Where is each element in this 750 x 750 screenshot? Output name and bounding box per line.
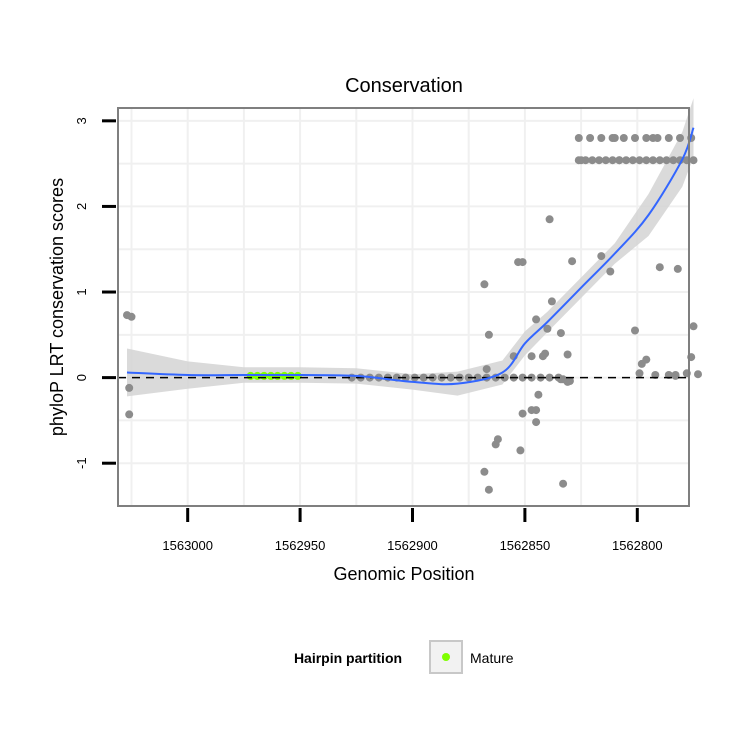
data-point-band-top (676, 134, 684, 142)
confidence-ribbon-layer (127, 98, 694, 397)
data-point (559, 479, 568, 488)
y-axis: -1 0 1 2 3 (74, 117, 116, 469)
legend-title: Hairpin partition (294, 650, 402, 666)
y-tick-label: 1 (74, 288, 89, 295)
legend-label-mature: Mature (470, 650, 514, 666)
y-tick-label: 0 (74, 374, 89, 381)
data-point (543, 324, 552, 333)
data-point (671, 371, 680, 380)
x-axis-title: Genomic Position (333, 564, 474, 584)
data-point-band-upper (615, 156, 624, 165)
data-point-band-top (597, 134, 606, 142)
x-axis: 1563000 1562950 1562900 1562850 1562800 (162, 508, 663, 553)
data-point-band-zero (419, 373, 428, 382)
data-point-band-upper (601, 156, 610, 165)
data-point (673, 264, 682, 273)
legend: Hairpin partition Mature (294, 640, 514, 674)
data-point-band-upper (669, 156, 678, 165)
data-point (482, 365, 491, 374)
data-point (532, 418, 541, 427)
data-point (556, 329, 565, 338)
data-point (655, 263, 664, 272)
legend-key-mature-point (442, 653, 450, 661)
data-point-band-upper (608, 156, 617, 165)
data-point (541, 349, 550, 358)
data-point (689, 322, 698, 331)
data-point-band-upper (655, 156, 664, 165)
data-point (480, 280, 489, 289)
data-point (532, 315, 541, 324)
y-axis-title: phyloP LRT conservation scores (47, 178, 67, 436)
y-tick-label: -1 (74, 457, 89, 469)
x-tick-label: 1562850 (500, 538, 551, 553)
y-tick-label: 2 (74, 203, 89, 210)
smooth-layer (126, 127, 695, 386)
data-point-band-zero (518, 373, 527, 382)
data-point (606, 267, 615, 276)
data-point (480, 467, 489, 476)
legend-key-box (429, 640, 463, 674)
data-point (532, 406, 541, 415)
x-tick-label: 1563000 (162, 538, 213, 553)
data-point (484, 485, 493, 494)
data-point-band-top (631, 134, 639, 142)
data-point (125, 410, 134, 419)
data-point-band-top (586, 134, 595, 142)
data-point (635, 369, 644, 378)
data-point-band-upper (574, 156, 583, 165)
data-point (563, 350, 572, 359)
data-point-band-upper (588, 156, 597, 165)
data-point-band-upper (595, 156, 604, 165)
data-point-band-upper (622, 156, 631, 165)
data-point-band-upper (662, 156, 671, 165)
data-point-band-top (642, 134, 651, 142)
data-point-band-zero (545, 373, 554, 382)
smooth-fit-line (126, 127, 695, 386)
data-point (516, 446, 525, 455)
data-point-band-zero (500, 373, 509, 382)
confidence-ribbon (127, 98, 694, 397)
data-point (484, 330, 493, 339)
x-tick-label: 1562800 (612, 538, 663, 553)
data-point (597, 252, 606, 261)
data-point (568, 257, 577, 266)
x-tick-label: 1562950 (275, 538, 326, 553)
data-point (547, 297, 556, 306)
data-point-band-upper (642, 156, 651, 165)
panel-border (117, 107, 690, 507)
data-point (527, 352, 536, 361)
data-point (637, 359, 646, 368)
data-point-band-upper (689, 156, 698, 165)
data-point-band-upper (635, 156, 644, 165)
data-point (125, 383, 134, 392)
data-point-band-top (619, 134, 628, 142)
data-point-band-upper (628, 156, 637, 165)
chart-title: Conservation (345, 75, 463, 97)
data-point-band-top (664, 134, 673, 142)
data-point (534, 390, 543, 399)
data-point (127, 312, 136, 321)
data-point (631, 326, 639, 335)
data-point-band-top (574, 134, 583, 142)
data-point (493, 435, 502, 444)
data-point-band-top (653, 134, 662, 142)
data-point-band-upper (649, 156, 657, 165)
x-tick-label: 1562900 (387, 538, 438, 553)
data-point (518, 409, 527, 418)
plot-panel (118, 108, 689, 506)
data-point-band-upper (581, 156, 590, 165)
point-layer (123, 134, 702, 494)
y-tick-label: 3 (74, 117, 89, 124)
data-point (545, 215, 554, 224)
data-point-band-zero (446, 373, 455, 382)
data-point (694, 370, 702, 379)
data-point (518, 258, 527, 267)
data-point-band-top (608, 134, 617, 142)
